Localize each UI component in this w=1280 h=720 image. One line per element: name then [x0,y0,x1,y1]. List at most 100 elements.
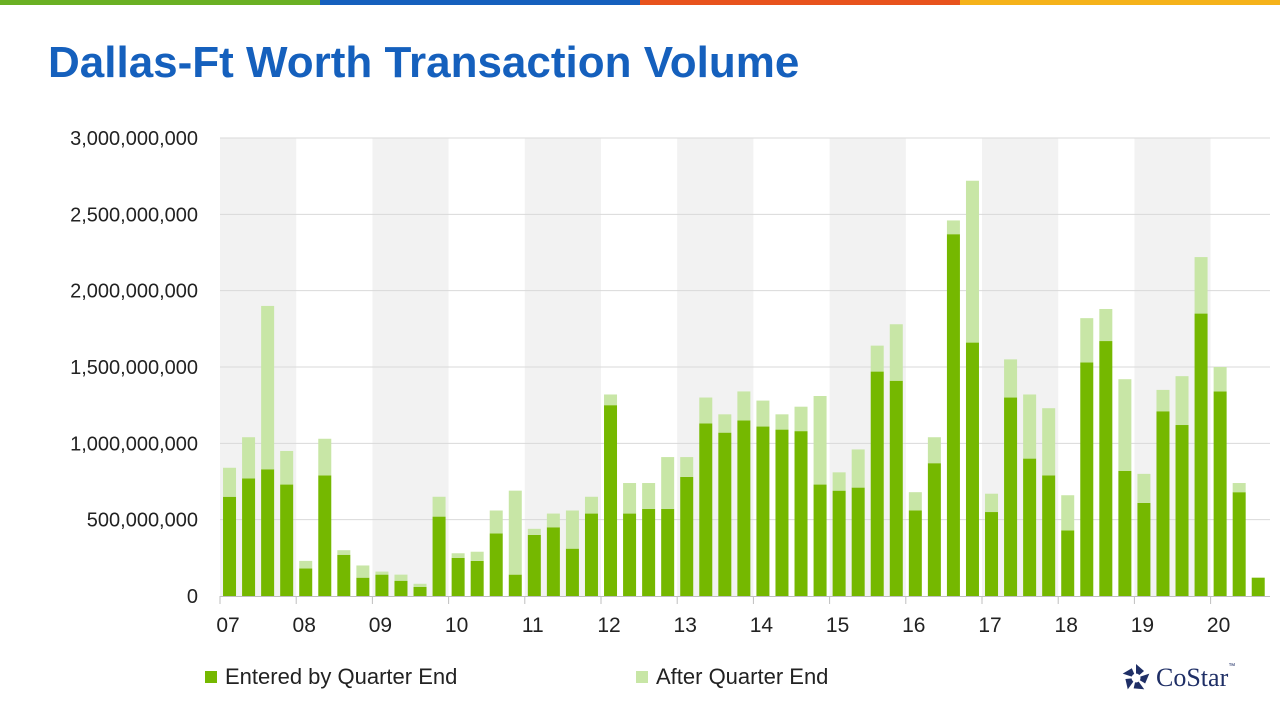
x-tick-label: 16 [902,614,925,637]
x-tick-label: 19 [1131,614,1154,637]
bar-after [394,574,408,581]
bar-entered [1194,313,1208,596]
bar-entered [1118,470,1132,596]
top-bar-green [0,0,320,5]
x-axis-ticks: 07 08 09 10 11 12 13 14 15 16 17 18 19 20 [216,596,1230,637]
x-tick-label: 11 [522,614,544,637]
legend-item-entered: Entered by Quarter End [205,664,457,690]
bar-after [832,472,846,491]
bar-entered [565,548,579,596]
bar-entered [375,574,389,596]
bar-after [737,391,751,421]
bar-entered [1023,458,1037,596]
bar-after [470,551,484,561]
bar-after [946,220,960,235]
bar-entered [889,380,903,596]
bar-after [870,345,884,372]
bar-group [223,180,1265,596]
bar-entered [756,426,770,596]
y-tick-label: 3,000,000,000 [70,128,198,150]
bar-after [642,483,656,509]
bar-after [680,457,694,477]
bar-entered [584,513,598,596]
bar-entered [832,490,846,596]
bar-after [623,483,637,514]
bar-entered [908,510,922,596]
bar-after [280,450,294,485]
bar-entered [775,429,789,596]
bar-entered [451,557,465,596]
bar-after [851,449,865,488]
bar-after [1023,394,1037,459]
bar-entered [489,533,503,596]
bar-after [813,396,827,485]
legend-label-after: After Quarter End [656,664,829,689]
x-tick-label: 07 [216,614,239,637]
bar-entered [1061,530,1075,596]
bar-after [775,414,789,430]
legend-swatch-after [636,671,648,683]
x-tick-label: 20 [1207,614,1230,637]
bar-entered [299,568,313,596]
x-tick-label: 10 [445,614,468,637]
bar-entered [1213,391,1227,596]
bar-after [661,457,675,509]
y-axis-ticks: 0 500,000,000 1,000,000,000 1,500,000,000 2,… [70,128,198,608]
bar-after [546,513,560,528]
legend-swatch-entered [205,671,217,683]
legend-item-after: After Quarter End [636,664,828,690]
x-tick-label: 17 [978,614,1001,637]
bar-entered [985,512,999,596]
y-tick-label: 1,500,000,000 [70,357,198,379]
top-bar-yellow [960,0,1280,5]
bar-entered [870,371,884,596]
bar-entered [1004,397,1018,596]
bar-entered [432,516,446,596]
top-bar-orange [640,0,960,5]
bar-entered [1156,411,1170,596]
bar-entered [718,432,732,596]
x-tick-label: 18 [1055,614,1078,637]
bar-after [1042,408,1056,476]
bar-entered [699,423,713,596]
bar-entered [1137,502,1151,596]
x-tick-label: 13 [674,614,697,637]
costar-star-icon [1122,664,1150,690]
bar-entered [394,580,408,596]
bar-entered [604,405,618,596]
bar-entered [242,478,256,596]
bar-entered [946,234,960,596]
bar-after [794,406,808,432]
y-tick-label: 0 [187,586,198,608]
bar-after [908,492,922,511]
bar-entered [851,487,865,596]
bar-after [1099,308,1113,342]
bar-entered [527,534,541,596]
bar-after [1175,376,1189,426]
bar-after [1080,318,1094,363]
x-tick-label: 08 [293,614,316,637]
x-tick-label: 14 [750,614,774,637]
bar-entered [413,586,427,596]
legend-label-entered: Entered by Quarter End [225,664,458,689]
costar-logo: CoStar™ [1120,662,1235,694]
bar-after [756,400,770,427]
bar-entered [470,560,484,596]
bar-after [1213,367,1227,392]
bar-after [1004,359,1018,398]
bar-after [604,394,618,406]
page-title: Dallas-Ft Worth Transaction Volume [48,38,800,87]
bar-after [375,571,389,575]
bar-after [1194,257,1208,314]
bar-entered [794,431,808,596]
y-tick-label: 2,000,000,000 [70,281,198,303]
bar-entered [223,496,237,596]
bar-entered [680,476,694,596]
bar-after [1137,473,1151,503]
bar-after [927,437,941,464]
bar-after [527,528,541,535]
bar-entered [1251,577,1265,596]
bar-entered [965,342,979,596]
bar-entered [737,420,751,596]
bar-entered [508,574,522,596]
